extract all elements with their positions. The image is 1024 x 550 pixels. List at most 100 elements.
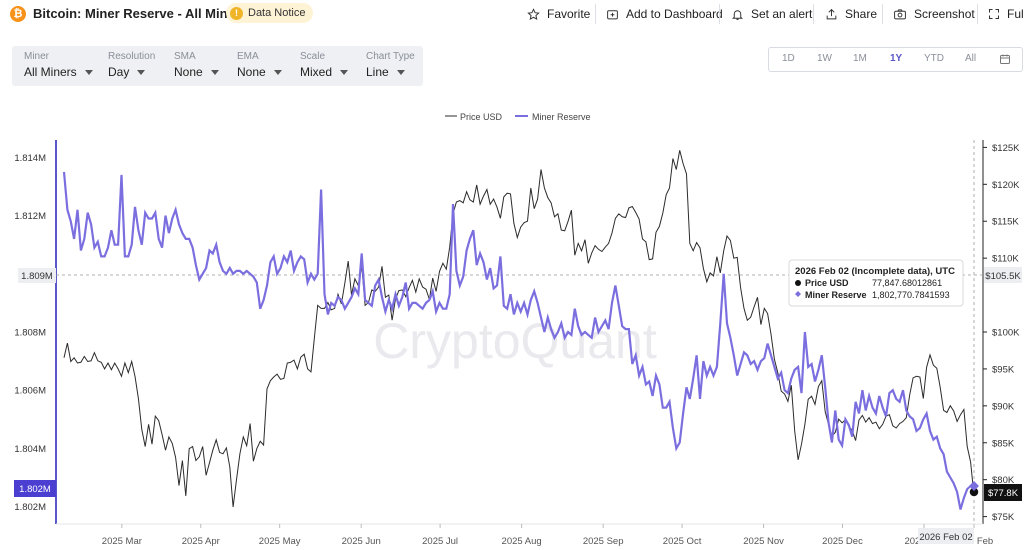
right-axis-tick-label: $120K — [992, 180, 1020, 191]
toolbar-divider — [977, 4, 978, 24]
left-axis-tick-label: 1.804M — [14, 444, 46, 455]
filter-resolution[interactable]: Resolution Day — [108, 51, 155, 79]
warning-icon: ! — [230, 6, 243, 20]
set-alert-button[interactable]: Set an alert — [731, 6, 812, 22]
x-axis-tick-label: 2025 Mar — [102, 536, 142, 547]
data-notice-button[interactable]: ! Data Notice — [226, 3, 314, 23]
screenshot-button[interactable]: Screenshot — [893, 6, 975, 22]
x-axis-tick-label: 2025 Jun — [342, 536, 381, 547]
x-axis-tick-label: 2025 May — [259, 536, 301, 547]
range-ytd[interactable]: YTD — [924, 53, 944, 64]
camera-icon — [894, 8, 906, 19]
data-notice-label: Data Notice — [248, 7, 306, 19]
right-current-value-box — [984, 484, 1022, 501]
add-to-dashboard-button[interactable]: Add to Dashboard — [606, 6, 723, 22]
tooltip-box — [788, 259, 964, 307]
screenshot-label: Screenshot — [914, 7, 975, 21]
range-1m[interactable]: 1M — [853, 53, 867, 64]
right-axis-tick-label: $110K — [992, 254, 1019, 265]
fullscreen-icon — [989, 9, 999, 19]
share-label: Share — [845, 7, 878, 21]
star-icon — [527, 7, 540, 20]
filter-scale[interactable]: Scale Mixed — [300, 51, 349, 79]
filter-label: Miner — [24, 51, 50, 62]
chevron-down-icon — [210, 69, 219, 75]
range-1d[interactable]: 1D — [782, 53, 795, 64]
fullscreen-label: Full — [1007, 7, 1024, 21]
right-axis-ticks: $125K $120K $115K $110K $100K $95K $90K $85K $80… — [983, 143, 1020, 523]
tooltip-price-name: Price USD — [805, 278, 849, 288]
share-button[interactable]: Share — [825, 6, 877, 22]
top-bar: ₿ Bitcoin: Miner Reserve - All Miners ! … — [0, 0, 1024, 28]
set-alert-label: Set an alert — [751, 7, 813, 21]
filter-sma[interactable]: SMA None — [174, 51, 219, 79]
tooltip-reserve-dot — [795, 291, 801, 297]
filter-label: Resolution — [108, 51, 156, 62]
x-axis-tick-label: 2025 Sep — [583, 536, 624, 547]
calendar-icon[interactable] — [999, 53, 1011, 65]
x-axis-tick-label: 2025 Dec — [822, 536, 863, 547]
page-title: Bitcoin: Miner Reserve - All Miners — [33, 6, 248, 21]
chevron-down-icon — [84, 69, 93, 75]
filter-ema[interactable]: EMA None — [237, 51, 282, 79]
left-current-value-box — [14, 480, 56, 497]
right-axis-tick-label: $85K — [992, 438, 1015, 449]
x-axis-ticks: 2025 Mar 2025 Apr 2025 May 2025 Jun 2025 Jul… — [102, 524, 993, 547]
filter-chart-type[interactable]: Chart Type Line — [366, 51, 415, 79]
bitcoin-icon: ₿ — [10, 6, 26, 22]
right-axis-tick-label: $125K — [992, 143, 1020, 154]
x-axis-tick-label: Feb — [977, 536, 993, 547]
toolbar-divider — [882, 4, 883, 24]
tooltip-title: 2026 Feb 02 (Incomplete data), UTC — [795, 266, 955, 277]
range-1w[interactable]: 1W — [817, 53, 832, 64]
filter-value: None — [237, 65, 266, 79]
watermark-text: CryptoQuant — [373, 313, 657, 369]
favorite-label: Favorite — [547, 7, 591, 21]
filter-value: Day — [108, 65, 130, 79]
filter-miner[interactable]: Miner All Miners — [24, 51, 93, 79]
chevron-down-icon — [396, 69, 405, 75]
filter-label: SMA — [174, 51, 196, 62]
x-axis-tick-label: 2025 Apr — [182, 536, 220, 547]
filter-label: EMA — [237, 51, 259, 62]
right-axis-tick-label: $75K — [992, 512, 1015, 523]
left-axis-tick-label: 1.806M — [14, 386, 46, 397]
filter-value: Line — [366, 65, 389, 79]
filter-value: Mixed — [300, 65, 333, 79]
range-all[interactable]: All — [965, 53, 977, 64]
right-axis-tick-label: $90K — [992, 401, 1015, 412]
tooltip-reserve-name: Miner Reserve — [805, 290, 867, 300]
add-to-dashboard-label: Add to Dashboard — [626, 7, 723, 21]
right-axis-tick-label: $95K — [992, 364, 1015, 375]
range-1y[interactable]: 1Y — [890, 53, 903, 64]
tooltip-price-value: 77,847.68012861 — [872, 278, 942, 288]
chevron-down-icon — [273, 69, 282, 75]
right-axis-tick-label: $100K — [992, 328, 1020, 339]
bell-icon — [731, 9, 744, 20]
time-range-selector: 1D 1W 1M 1Y YTD All — [768, 47, 1023, 72]
series-line-miner-reserve — [62, 171, 975, 510]
x-axis-tick-label: 2025 Nov — [743, 536, 784, 547]
favorite-button[interactable]: Favorite — [527, 6, 590, 22]
fullscreen-button[interactable]: Full — [988, 6, 1024, 22]
filter-bar: Miner All Miners Resolution Day SMA None… — [12, 46, 423, 86]
toolbar-divider — [813, 4, 814, 24]
x-axis-tick-label: 2025 Jul — [422, 536, 458, 547]
left-axis-tick-label: 1.814M — [14, 153, 46, 164]
toolbar-divider — [595, 4, 596, 24]
legend-reserve-label: Miner Reserve — [532, 112, 591, 122]
price-end-marker — [968, 486, 980, 498]
x-crosshair-label: 2026 Feb 02 — [919, 532, 972, 543]
legend-price-label: Price USD — [460, 112, 503, 122]
chart-tooltip: 2026 Feb 02 (Incomplete data), UTC Price… — [788, 259, 964, 307]
left-axis-tick-label: 1.802M — [14, 502, 46, 513]
chevron-down-icon — [137, 69, 146, 75]
right-crosshair-label: $105.5K — [985, 271, 1021, 282]
filter-value: All Miners — [24, 65, 77, 79]
left-crosshair-label-box — [18, 268, 56, 283]
x-axis-tick-label: 2025 Aug — [502, 536, 542, 547]
right-crosshair-label-box — [984, 267, 1022, 283]
left-current-value-label: 1.802M — [19, 484, 51, 495]
series-line-price — [63, 150, 975, 508]
share-icon — [826, 8, 837, 19]
